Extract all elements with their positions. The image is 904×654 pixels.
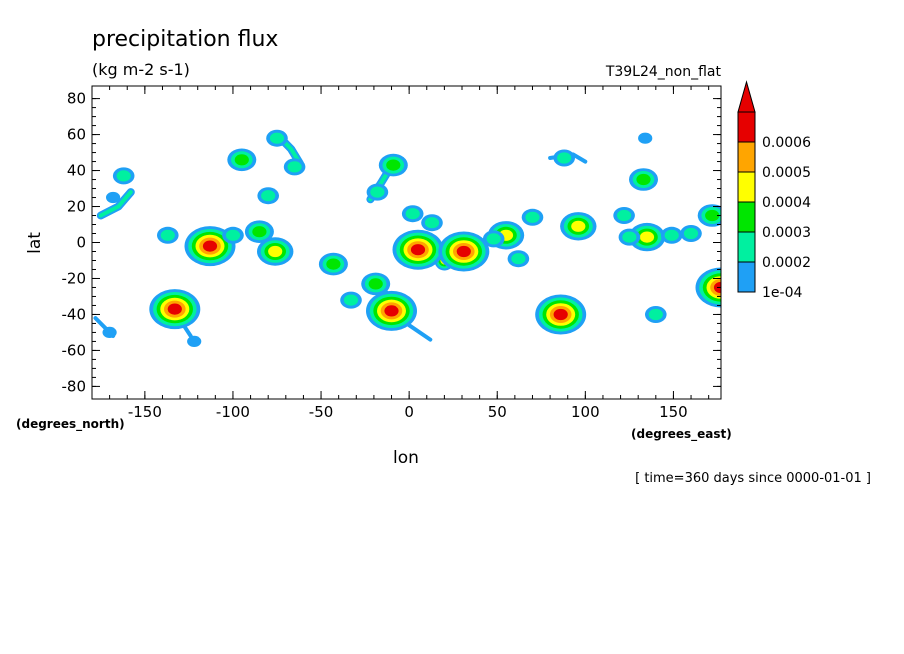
precip-cell-37-level-1 bbox=[187, 335, 202, 347]
colorbar-segment-5 bbox=[737, 141, 756, 173]
x-units-label: (degrees_east) bbox=[631, 427, 732, 442]
y-tick-label: -20 bbox=[62, 269, 87, 287]
precip-cell-23-level-2 bbox=[225, 229, 241, 241]
precip-cell-15-level-3 bbox=[326, 258, 341, 270]
y-tick-label: -80 bbox=[62, 377, 87, 395]
precip-cell-4-level-6 bbox=[456, 245, 471, 258]
precip-cell-21-level-2 bbox=[287, 161, 302, 173]
axes: -150 -100 -50 0 50 100 150 -80 -60 -40 -20 0 20 40 60 8… bbox=[62, 86, 721, 421]
y-tick-label: -60 bbox=[62, 341, 87, 359]
precip-cell-10-level-4 bbox=[639, 231, 655, 243]
precip-cell-0-level-6 bbox=[167, 303, 182, 315]
precip-cell-28-level-2 bbox=[617, 209, 632, 222]
precip-cell-19-level-2 bbox=[160, 229, 175, 241]
x-tick-label: 150 bbox=[659, 403, 688, 421]
x-tick-label: 0 bbox=[404, 403, 414, 421]
precip-cell-36-level-2 bbox=[261, 190, 276, 202]
precip-cell-27-level-2 bbox=[557, 152, 572, 164]
x-tick-label: -50 bbox=[309, 403, 334, 421]
chart-title: precipitation flux bbox=[92, 27, 278, 52]
precip-cell-5-level-6 bbox=[553, 308, 568, 321]
precip-cell-11-level-3 bbox=[234, 154, 249, 166]
chart-units: (kg m-2 s-1) bbox=[92, 60, 190, 79]
y-tick-label: 20 bbox=[67, 198, 86, 216]
precip-cell-31-level-2 bbox=[664, 229, 679, 241]
precip-streak-0-level-2 bbox=[98, 190, 133, 218]
precip-cell-18-level-2 bbox=[116, 170, 131, 182]
precip-cell-29-level-2 bbox=[622, 231, 637, 243]
colorbar-label: 0.0004 bbox=[762, 195, 811, 211]
y-tick-label: 40 bbox=[67, 162, 86, 180]
precip-cell-34-level-2 bbox=[648, 308, 663, 321]
y-axis-label: lat bbox=[25, 232, 45, 254]
colorbar-segment-4 bbox=[737, 171, 756, 203]
precip-cell-32-level-2 bbox=[343, 294, 359, 306]
precip-cell-2-level-6 bbox=[384, 305, 399, 317]
y-tick-label: 0 bbox=[76, 234, 86, 252]
precip-cell-24-level-2 bbox=[405, 208, 420, 220]
colorbar-segment-3 bbox=[737, 201, 756, 233]
precip-cell-7-level-4 bbox=[268, 245, 283, 258]
plot-area bbox=[93, 129, 721, 347]
precip-cell-17-level-3 bbox=[368, 278, 383, 290]
precip-cell-22-level-2 bbox=[370, 186, 385, 198]
colorbar-label: 0.0002 bbox=[762, 255, 811, 271]
colorbar-label: 1e-04 bbox=[762, 285, 802, 301]
precip-cell-3-level-6 bbox=[410, 244, 426, 256]
precip-cell-30-level-2 bbox=[683, 227, 699, 240]
colorbar-label: 0.0003 bbox=[762, 225, 811, 241]
colorbar-label: 0.0005 bbox=[762, 165, 811, 181]
case-label: T39L24_non_flat bbox=[605, 64, 722, 80]
precip-cell-13-level-3 bbox=[705, 209, 720, 222]
y-tick-label: 80 bbox=[67, 90, 86, 108]
precip-cell-39-level-1 bbox=[638, 132, 653, 144]
colorbar-segment-1 bbox=[737, 261, 756, 293]
precip-cell-40-level-1 bbox=[106, 191, 121, 204]
precip-cell-9-level-4 bbox=[571, 220, 586, 232]
precip-cell-25-level-2 bbox=[424, 217, 440, 229]
time-label: [ time=360 days since 0000-01-01 ] bbox=[635, 471, 871, 486]
precip-cell-33-level-2 bbox=[511, 253, 526, 265]
x-tick-label: -100 bbox=[216, 403, 250, 421]
precip-cell-35-level-2 bbox=[525, 211, 540, 223]
x-tick-label: 100 bbox=[571, 403, 600, 421]
x-axis-label: lon bbox=[393, 448, 419, 468]
y-tick-label: -40 bbox=[62, 305, 87, 323]
precip-cell-12-level-3 bbox=[386, 159, 401, 171]
precip-cell-16-level-3 bbox=[636, 173, 651, 186]
y-tick-label: 60 bbox=[67, 126, 86, 144]
precip-cell-26-level-2 bbox=[486, 233, 501, 245]
colorbar-extend-arrow bbox=[737, 80, 756, 113]
colorbar-label: 0.0006 bbox=[762, 135, 811, 151]
precip-cell-20-level-2 bbox=[269, 132, 285, 144]
precip-cell-38-level-1 bbox=[102, 326, 117, 338]
precip-cell-14-level-3 bbox=[252, 226, 267, 238]
x-tick-label: 50 bbox=[488, 403, 507, 421]
colorbar-segment-6 bbox=[737, 111, 756, 143]
colorbar-segment-2 bbox=[737, 231, 756, 263]
x-tick-label: -150 bbox=[128, 403, 162, 421]
colorbar: 1e-04 0.0002 0.0003 0.0004 0.0005 0.0006 bbox=[737, 80, 811, 301]
y-units-label: (degrees_north) bbox=[16, 417, 125, 432]
precip-cell-1-level-6 bbox=[202, 240, 218, 252]
